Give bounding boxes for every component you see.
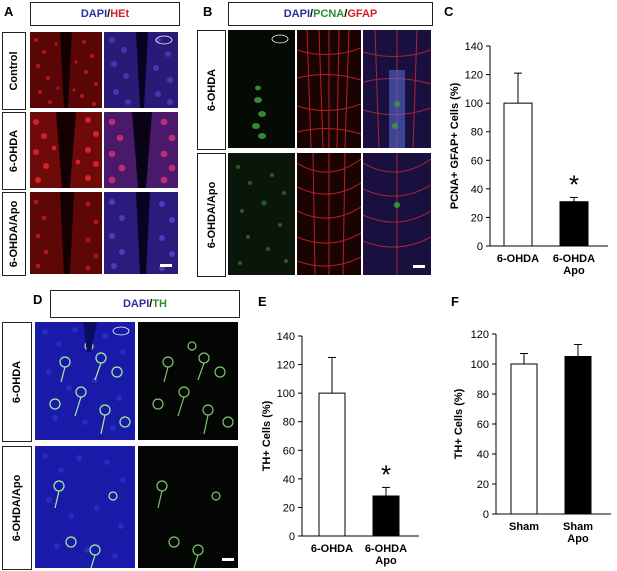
panel-d-row-6ohda-apo: 6-OHDA/Apo <box>2 446 32 570</box>
y-tick-label: 60 <box>477 419 489 431</box>
significance-asterisk: * <box>381 459 391 489</box>
x-category-label: 6-OHDA <box>365 543 407 555</box>
y-tick-label: 80 <box>471 127 483 139</box>
y-tick-label: 0 <box>289 531 295 543</box>
x-category-label: Apo <box>375 555 397 567</box>
row-label: 6-OHDA <box>11 360 23 404</box>
chart-e: 0 20 40 60 80 100 120 140 TH+ Cells (%) 6-OHDA 6-O… <box>261 331 419 567</box>
bar <box>503 102 533 247</box>
micrograph-a-apo-merge <box>104 192 178 274</box>
y-axis-label: TH+ Cells (%) <box>453 388 465 459</box>
y-tick-label: 140 <box>465 41 483 53</box>
row-label: 6-OHDA <box>205 68 218 112</box>
bar <box>372 495 400 537</box>
y-tick-label: 20 <box>471 212 483 224</box>
panel-b-row-6ohda-apo: 6-OHDA/Apo <box>197 153 226 277</box>
micrograph-a-control-het <box>30 32 102 108</box>
panel-d-letter: D <box>33 292 43 307</box>
panel-c-letter: C <box>444 4 454 19</box>
row-label: Control <box>8 51 20 91</box>
micrograph-b-6ohda-merge <box>363 30 431 148</box>
micrograph-b-apo-gfap <box>297 153 361 275</box>
scale-bar <box>222 558 234 561</box>
panel-d-row-6ohda: 6-OHDA <box>2 322 32 442</box>
panel-a-row-6ohda: 6-OHDA <box>2 112 26 190</box>
x-category-label: Sham <box>509 521 539 533</box>
x-category-label: 6-OHDA <box>497 253 539 265</box>
stain-label-part: / <box>149 298 153 310</box>
bar <box>510 363 538 515</box>
stain-label-part: PCNA <box>313 8 345 20</box>
panel-a-row-control: Control <box>2 32 26 110</box>
y-tick-label: 80 <box>477 389 489 401</box>
stain-label-part: GFAP <box>347 8 378 20</box>
y-tick-label: 120 <box>277 360 295 372</box>
y-axis-label: TH+ Cells (%) <box>261 400 273 471</box>
stain-label-part: / <box>107 8 111 20</box>
panel-a-row-6ohda-apo: 6-OHDA/Apo <box>2 192 26 276</box>
stain-label-part: TH <box>152 298 167 310</box>
x-category-label: Sham <box>563 521 593 533</box>
y-tick-label: 20 <box>283 502 295 514</box>
row-label: 6-OHDA/Apo <box>11 474 23 542</box>
row-label: 6-OHDA <box>8 129 20 173</box>
stain-label-part: / <box>310 8 314 20</box>
y-tick-label: 100 <box>277 388 295 400</box>
y-tick-label: 80 <box>283 417 295 429</box>
chart-c: 0 20 40 60 80 100 120 140 PCNA+ GFAP+ Cells (%) 6… <box>449 41 608 277</box>
x-category-label: 6-OHDA <box>311 543 353 555</box>
micrograph-b-apo-merge <box>363 153 431 275</box>
panel-a-stain-header: DAPI / HEt <box>30 2 180 26</box>
panel-b-letter: B <box>203 4 213 19</box>
bar <box>318 392 346 537</box>
stain-label-part: DAPI <box>122 298 150 310</box>
y-tick-label: 0 <box>477 241 483 253</box>
y-tick-label: 120 <box>471 329 489 341</box>
panel-b-row-6ohda: 6-OHDA <box>197 30 226 150</box>
y-tick-label: 100 <box>465 98 483 110</box>
y-tick-label: 140 <box>277 331 295 343</box>
micrograph-b-apo-pcna <box>228 153 295 275</box>
y-tick-label: 60 <box>471 155 483 167</box>
x-category-label: 6-OHDA <box>553 253 595 265</box>
y-tick-label: 120 <box>465 70 483 82</box>
micrograph-d-6ohda-merge <box>35 322 135 440</box>
y-tick-label: 40 <box>471 184 483 196</box>
bar <box>564 356 592 515</box>
micrograph-a-apo-het <box>30 192 102 274</box>
y-tick-label: 100 <box>471 359 489 371</box>
y-axis-label: PCNA+ GFAP+ Cells (%) <box>449 82 461 209</box>
significance-asterisk: * <box>569 169 579 199</box>
micrograph-d-apo-th <box>138 446 238 568</box>
panel-b-stain-header: DAPI / PCNA / GFAP <box>228 2 433 26</box>
micrograph-d-apo-merge <box>35 446 135 568</box>
y-tick-label: 40 <box>283 474 295 486</box>
micrograph-b-6ohda-gfap <box>297 30 361 148</box>
scale-bar <box>160 264 172 267</box>
panel-e-letter: E <box>258 294 267 309</box>
stain-label-part: / <box>344 8 348 20</box>
x-category-label: Apo <box>567 533 589 545</box>
panel-f-letter: F <box>451 294 459 309</box>
stain-label-part: DAPI <box>283 8 311 20</box>
row-label: 6-OHDA/Apo <box>205 181 218 249</box>
y-tick-label: 40 <box>477 449 489 461</box>
y-tick-label: 0 <box>483 509 489 521</box>
micrograph-b-6ohda-pcna <box>228 30 295 148</box>
y-tick-label: 20 <box>477 479 489 491</box>
micrograph-a-6ohda-het <box>30 112 102 188</box>
y-tick-label: 60 <box>283 445 295 457</box>
stain-label-part: DAPI <box>80 8 108 20</box>
stain-label-part: HEt <box>110 8 130 20</box>
row-label: 6-OHDA/Apo <box>8 200 20 268</box>
micrograph-d-6ohda-th <box>138 322 238 440</box>
micrograph-a-6ohda-merge <box>104 112 178 188</box>
panel-d-stain-header: DAPI / TH <box>50 290 240 318</box>
bar <box>559 201 589 247</box>
x-category-label: Apo <box>563 265 585 277</box>
micrograph-a-control-merge <box>104 32 178 108</box>
panel-a-letter: A <box>4 4 14 19</box>
scale-bar <box>413 265 425 268</box>
